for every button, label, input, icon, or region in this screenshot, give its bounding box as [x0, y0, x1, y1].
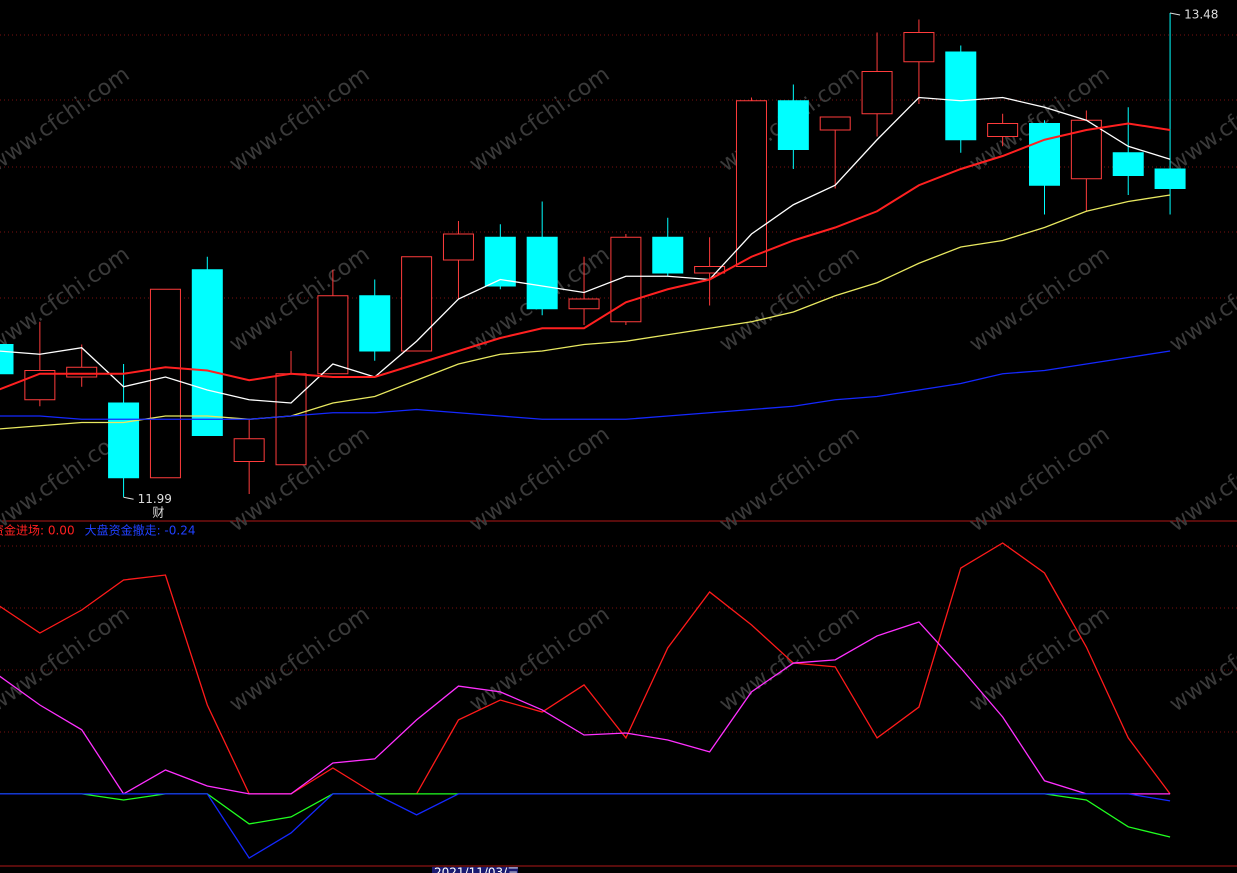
- low-label: 11.99: [138, 492, 172, 506]
- series-line: [0, 96, 1171, 404]
- candle-body: [317, 295, 349, 375]
- candle-body: [233, 438, 265, 462]
- date-box: [432, 867, 518, 873]
- candle-body: [1029, 123, 1060, 186]
- series-line: [0, 542, 1171, 795]
- candle-body: [484, 236, 516, 287]
- candle-body: [819, 116, 851, 131]
- high-pointer: [1169, 12, 1181, 16]
- candle-body: [903, 32, 935, 63]
- candle-body: [442, 233, 474, 261]
- indicator-label: 大盘资金撤走: -0.24: [85, 523, 196, 538]
- candle-body: [987, 123, 1019, 137]
- indicator-label: 资金进场: 0.00: [0, 523, 75, 538]
- grid: [0, 34, 1237, 867]
- candle-body: [568, 298, 600, 310]
- candle-body: [861, 71, 893, 115]
- series-line: [0, 122, 1171, 391]
- candle-body: [526, 236, 558, 310]
- event-marker: 财: [152, 506, 164, 520]
- candle-body: [108, 402, 140, 479]
- candle-body: [66, 366, 98, 378]
- series-line: [0, 793, 1171, 859]
- candle-body: [0, 344, 14, 375]
- candle-body: [275, 373, 307, 466]
- candle-body: [945, 51, 977, 141]
- candle-body: [24, 370, 56, 401]
- series-line: [0, 621, 1171, 795]
- candle-body: [694, 266, 726, 274]
- candle-body: [735, 100, 767, 267]
- date-label: 2021/11/03/三: [434, 866, 519, 873]
- candle-body: [359, 295, 391, 352]
- candle-body: [149, 288, 181, 479]
- high-label: 13.48: [1184, 8, 1218, 22]
- series-line: [0, 194, 1171, 430]
- series-line: [0, 350, 1171, 420]
- candle-body: [777, 100, 809, 150]
- candle-body: [401, 256, 433, 352]
- candle-body: [1154, 168, 1186, 189]
- candle-body: [191, 269, 223, 436]
- candle-body: [1112, 152, 1144, 176]
- candle-body: [652, 236, 684, 274]
- low-pointer: [123, 496, 134, 500]
